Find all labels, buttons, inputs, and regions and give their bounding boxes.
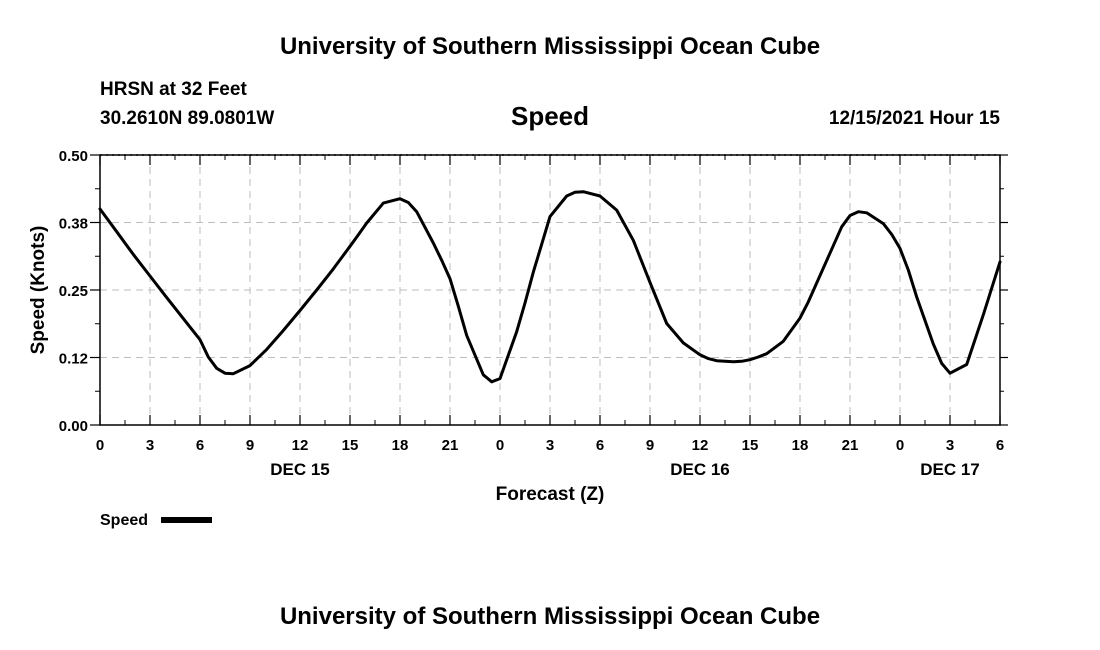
legend-line-swatch — [161, 517, 212, 523]
axis-tick-labels: 0 3 6 9 12 15 18 21 0 3 6 9 12 15 18 21 0 3 6 0.00 0.12 0.25 0… — [59, 148, 1004, 479]
chart-title: Speed — [511, 101, 589, 131]
page-title-bottom: University of Southern Mississippi Ocean… — [280, 603, 820, 630]
y-tick-label: 0.38 — [59, 216, 88, 233]
series-layer — [98, 190, 1002, 384]
x-tick-label: 6 — [596, 437, 604, 454]
x-tick-label: 18 — [792, 437, 809, 454]
x-tick-label: 3 — [946, 437, 954, 454]
x-tick-label: 21 — [842, 437, 859, 454]
grid-lines — [100, 154, 1000, 425]
x-tick-label: 21 — [442, 437, 459, 454]
x-tick-label: 0 — [896, 437, 904, 454]
x-tick-label: 12 — [292, 437, 309, 454]
y-tick-label: 0.50 — [59, 148, 88, 165]
x-tick-label: 12 — [692, 437, 709, 454]
legend: Speed — [100, 512, 212, 529]
x-tick-label: 3 — [146, 437, 154, 454]
x-tick-label: 15 — [742, 437, 759, 454]
x-tick-label: 6 — [196, 437, 204, 454]
y-axis-title: Speed (Knots) — [28, 226, 49, 355]
speed-series-line — [98, 190, 1002, 384]
station-label: HRSN at 32 Feet — [100, 79, 247, 100]
x-tick-label: 3 — [546, 437, 554, 454]
axis-ticks — [90, 154, 1008, 426]
x-tick-label: 0 — [496, 437, 504, 454]
y-tick-label: 0.00 — [59, 418, 88, 435]
legend-label: Speed — [100, 512, 148, 529]
coordinates-label: 30.2610N 89.0801W — [100, 108, 274, 129]
page-title-top: University of Southern Mississippi Ocean… — [280, 33, 820, 60]
x-tick-label: 0 — [96, 437, 104, 454]
x-tick-label: 9 — [646, 437, 654, 454]
y-tick-label: 0.25 — [59, 283, 88, 300]
x-tick-label: 15 — [342, 437, 359, 454]
day-label: DEC 17 — [920, 460, 980, 479]
y-tick-label: 0.12 — [59, 351, 88, 368]
x-axis-title: Forecast (Z) — [496, 484, 605, 505]
day-label: DEC 16 — [670, 460, 730, 479]
day-label: DEC 15 — [270, 460, 330, 479]
x-tick-label: 9 — [246, 437, 254, 454]
x-tick-label: 6 — [996, 437, 1004, 454]
datetime-label: 12/15/2021 Hour 15 — [829, 108, 1001, 129]
x-tick-label: 18 — [392, 437, 409, 454]
